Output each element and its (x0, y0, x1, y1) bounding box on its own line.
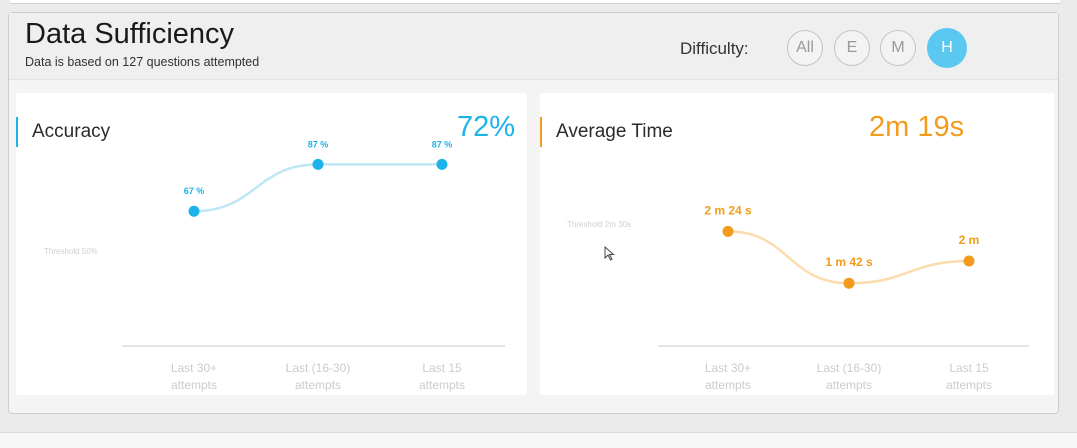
average-time-x-tick-label-2: Last (16-30) attempts (817, 361, 882, 392)
difficulty-hard-button[interactable]: H (927, 28, 967, 68)
average-time-data-label-2: 1 m 42 s (825, 255, 873, 269)
accuracy-accent-bar (16, 117, 18, 147)
accuracy-threshold-label: Threshold 50% (44, 247, 98, 256)
average-time-threshold-label: Threshold 2m 30s (567, 220, 631, 229)
accuracy-data-label-1: 67 % (184, 186, 205, 196)
difficulty-all-button[interactable]: All (787, 30, 823, 66)
accuracy-data-label-2: 87 % (308, 139, 329, 149)
page-title: Data Sufficiency (25, 18, 235, 50)
average-time-data-label-3: 2 m (959, 233, 980, 247)
data-sufficiency-panel: Data Sufficiency Data is based on 127 qu… (8, 12, 1059, 414)
average-time-point-1[interactable] (722, 225, 734, 237)
mouse-cursor-icon (604, 246, 615, 261)
difficulty-easy-button[interactable]: E (834, 30, 870, 66)
accuracy-x-tick-label-3: Last 15 attempts (419, 361, 465, 392)
bottom-strip (0, 432, 1077, 448)
difficulty-medium-button[interactable]: M (880, 30, 916, 66)
average-time-point-2[interactable] (843, 277, 855, 289)
average-time-x-tick-label-3: Last 15 attempts (946, 361, 992, 392)
average-time-chart: Threshold 2m 30s 2 m 24 s 1 m 42 s 2 m Last … (567, 203, 1029, 392)
average-time-x-tick-label-1: Last 30+ attempts (705, 361, 751, 392)
accuracy-point-1[interactable] (188, 205, 200, 217)
difficulty-label: Difficulty: (680, 39, 749, 58)
average-time-title: Average Time (556, 121, 673, 142)
accuracy-card: Accuracy 72% Threshold 50% 67 % 87 % 87 % La… (16, 93, 527, 395)
accuracy-chart: Threshold 50% 67 % 87 % 87 % Last 30+ attempt… (44, 139, 505, 392)
accuracy-title: Accuracy (32, 121, 111, 142)
average-time-data-label-1: 2 m 24 s (704, 203, 752, 217)
accuracy-data-label-3: 87 % (432, 139, 453, 149)
average-time-value: 2m 19s (869, 111, 965, 143)
average-time-accent-bar (540, 117, 542, 147)
accuracy-series-line (193, 163, 443, 213)
accuracy-value: 72% (456, 111, 515, 143)
accuracy-x-tick-label-2: Last (16-30) attempts (286, 361, 351, 392)
top-strip (10, 0, 1060, 4)
panel-header: Data Sufficiency Data is based on 127 qu… (9, 13, 1058, 80)
average-time-card: Average Time 2m 19s Threshold 2m 30s 2 m … (540, 93, 1054, 395)
accuracy-x-tick-label-1: Last 30+ attempts (171, 361, 217, 392)
page-subtitle: Data is based on 127 questions attempted (25, 55, 260, 69)
accuracy-point-3[interactable] (436, 158, 448, 170)
average-time-point-3[interactable] (963, 255, 975, 267)
accuracy-point-2[interactable] (312, 158, 324, 170)
